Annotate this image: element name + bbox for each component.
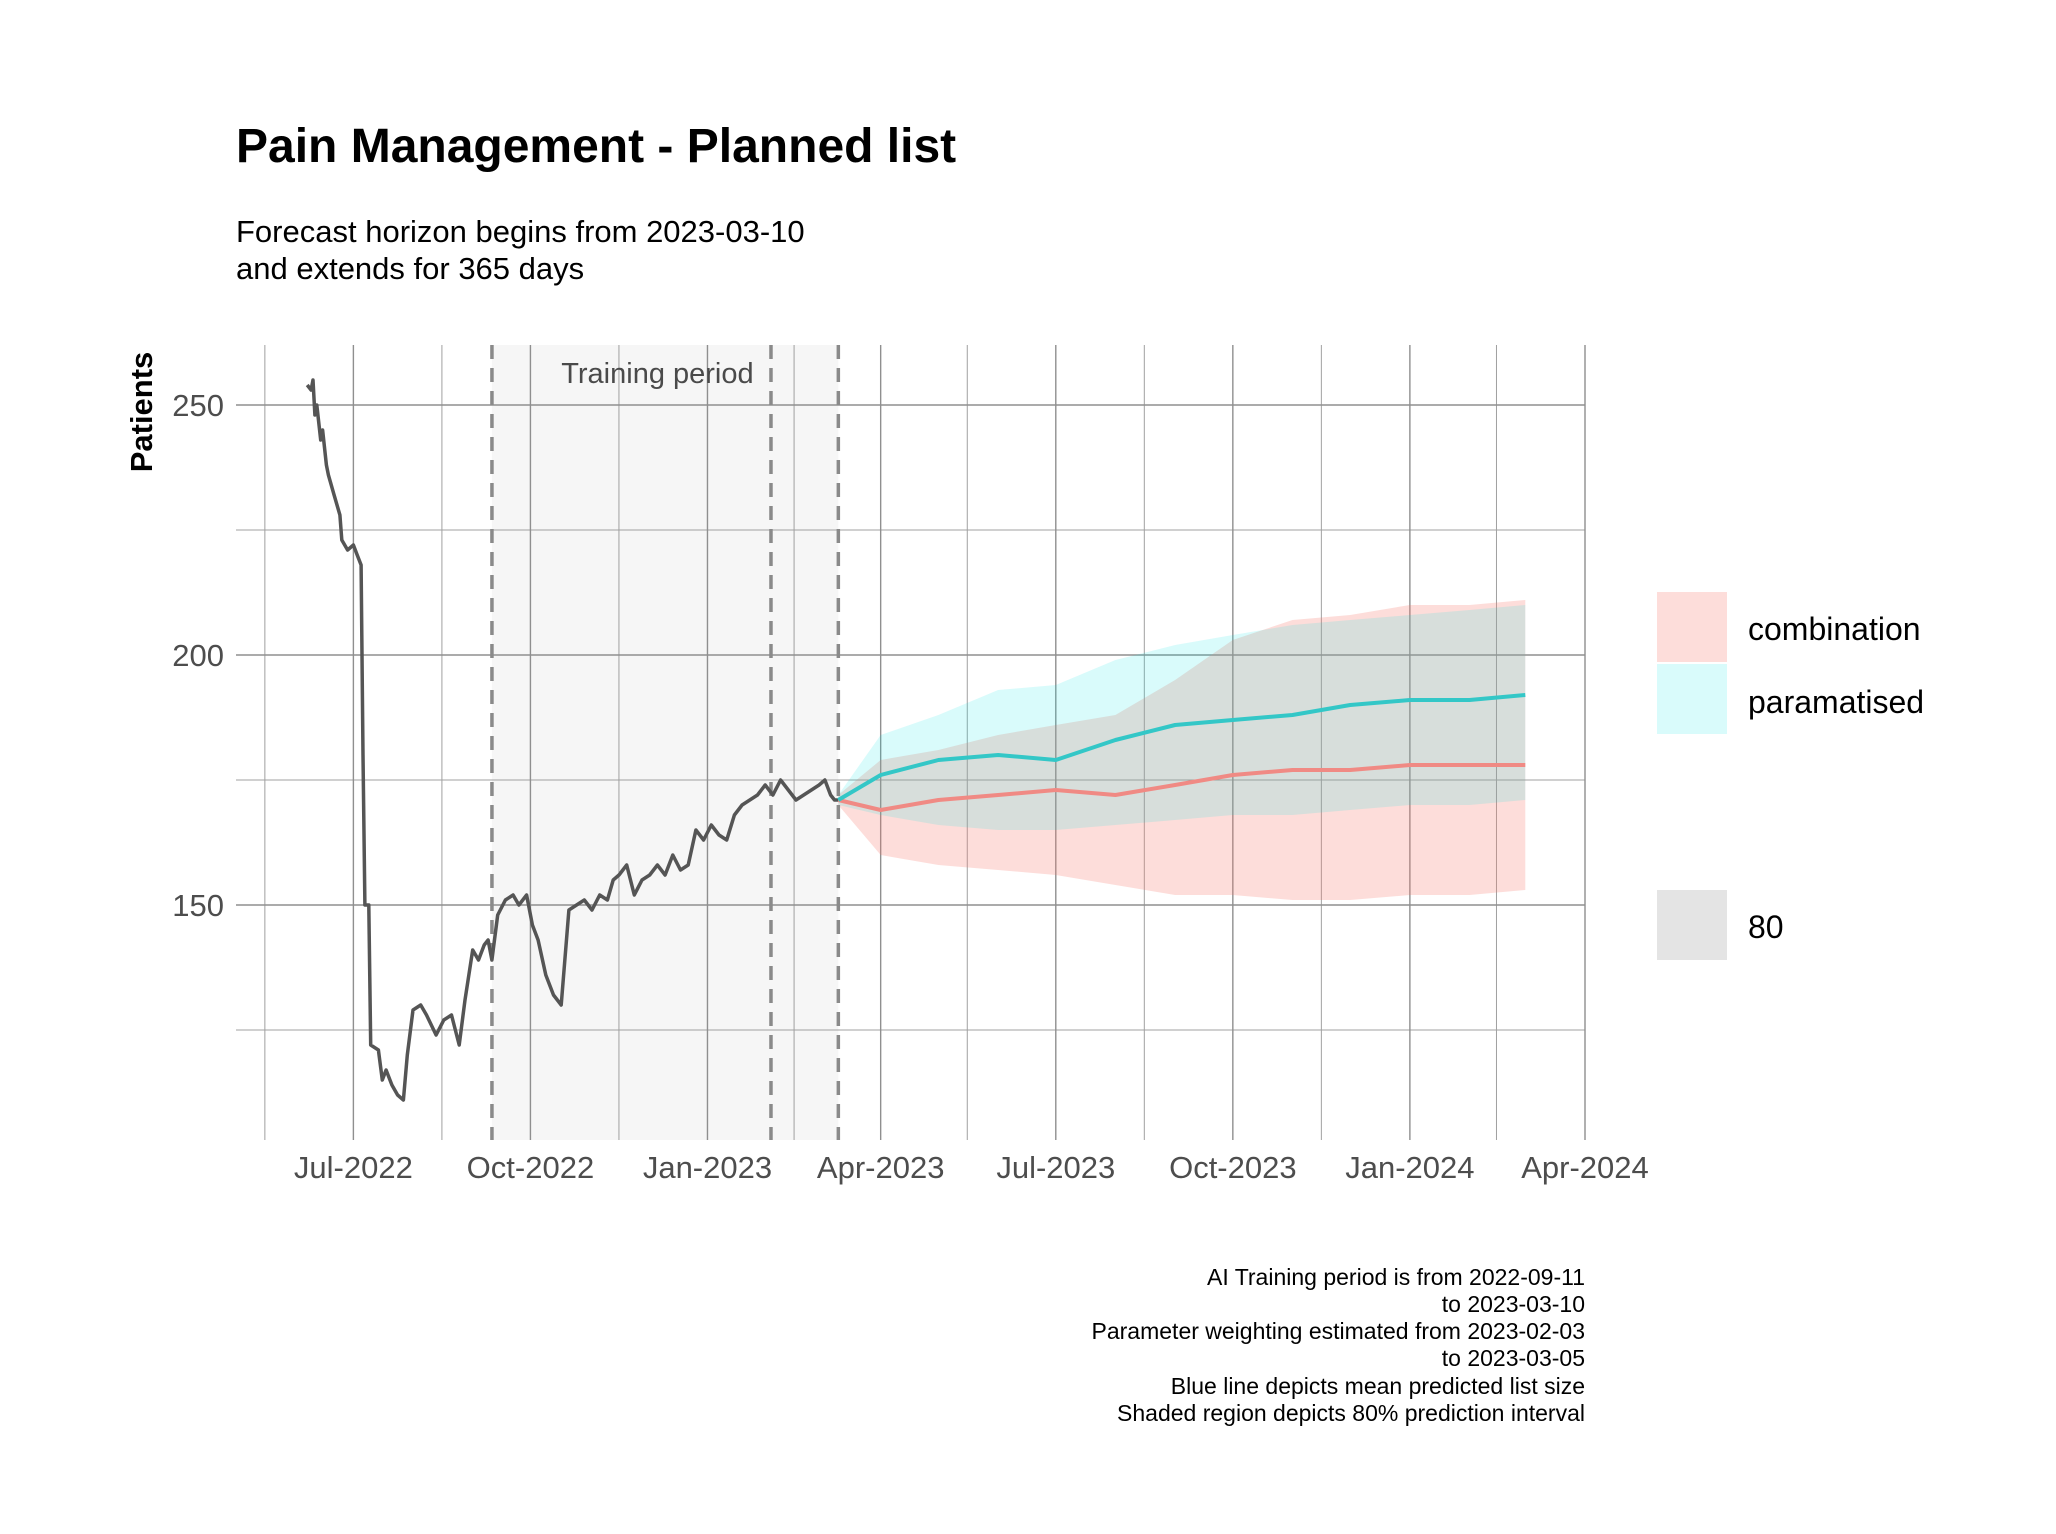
legend-key-combination <box>1657 592 1727 662</box>
caption-line-1: AI Training period is from 2022-09-11 <box>1207 1264 1585 1290</box>
plot-area: Jul-2022 Oct-2022 Jan-2023 Apr-2023 Jul-2023… <box>172 345 1649 1185</box>
legend: combination paramatised 80 <box>1657 592 1924 960</box>
y-axis-title: Patients <box>124 352 159 473</box>
x-tick-label: Oct-2022 <box>467 1150 595 1185</box>
x-tick-label: Jan-2023 <box>643 1150 772 1185</box>
x-tick-label: Jul-2023 <box>996 1150 1115 1185</box>
legend-label-paramatised: paramatised <box>1748 684 1924 720</box>
forecast-line-combination <box>837 763 1526 812</box>
forecast-line-paramatised <box>837 693 1526 802</box>
x-tick-label: Jul-2022 <box>294 1150 413 1185</box>
legend-key-interval-80 <box>1657 890 1727 960</box>
x-tick-label: Jan-2024 <box>1345 1150 1474 1185</box>
y-tick-label: 250 <box>172 388 224 423</box>
legend-label-combination: combination <box>1748 611 1921 647</box>
x-tick-label: Apr-2024 <box>1521 1150 1649 1185</box>
prediction-band-combination <box>838 600 1526 900</box>
caption: AI Training period is from 2022-09-11 to… <box>1092 1264 1585 1426</box>
caption-line-3: Parameter weighting estimated from 2023-… <box>1092 1318 1585 1344</box>
legend-key-paramatised <box>1657 664 1727 734</box>
legend-label-interval: 80 <box>1748 909 1784 945</box>
x-tick-label: Apr-2023 <box>817 1150 945 1185</box>
y-tick-label: 200 <box>172 638 224 673</box>
caption-line-6: Shaded region depicts 80% prediction int… <box>1117 1400 1585 1426</box>
chart-subtitle-line-1: Forecast horizon begins from 2023-03-10 <box>236 214 805 249</box>
prediction-band-paramatised <box>838 605 1526 830</box>
observed-list-line <box>305 378 839 1102</box>
caption-line-2: to 2023-03-10 <box>1442 1291 1585 1317</box>
training-period-label: Training period <box>561 358 753 390</box>
y-tick-label: 150 <box>172 888 224 923</box>
caption-line-5: Blue line depicts mean predicted list si… <box>1171 1373 1585 1399</box>
caption-line-4: to 2023-03-05 <box>1442 1345 1585 1371</box>
x-tick-label: Oct-2023 <box>1169 1150 1297 1185</box>
chart-title: Pain Management - Planned list <box>236 120 956 173</box>
chart-subtitle-line-2: and extends for 365 days <box>236 251 584 286</box>
training-period-shade <box>491 345 839 1140</box>
